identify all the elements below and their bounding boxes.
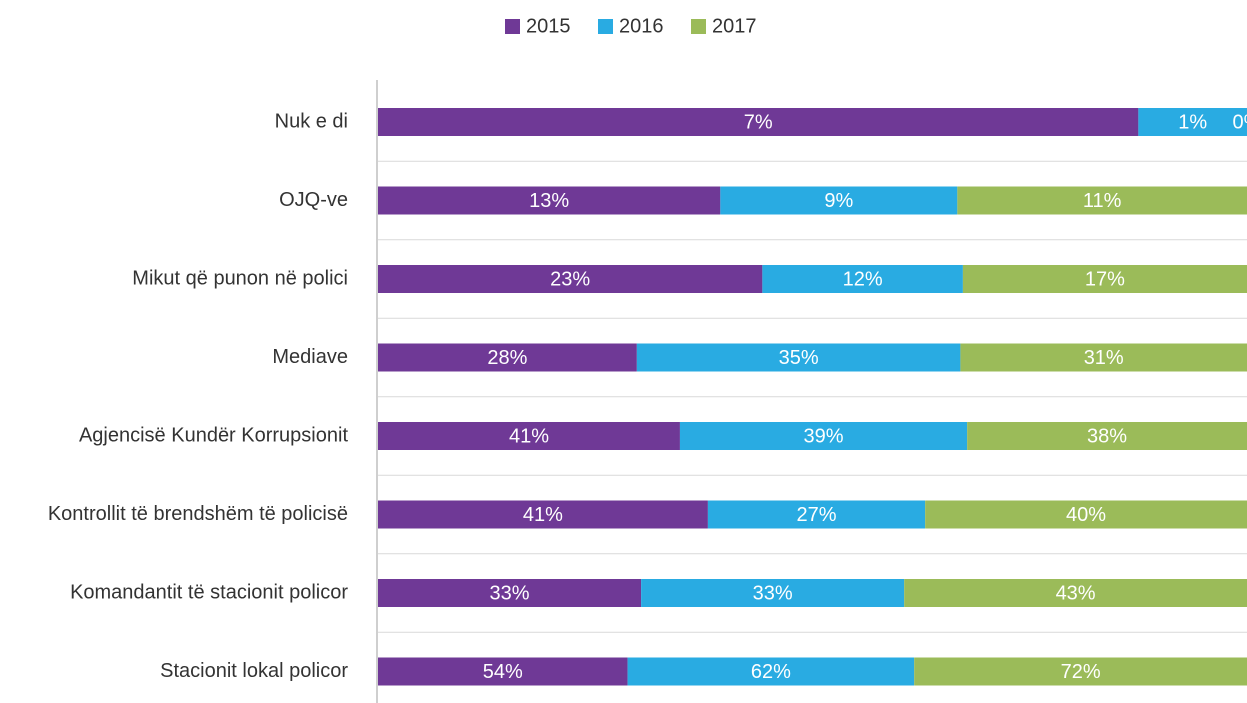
bar-segment	[378, 108, 1139, 136]
data-label: 9%	[824, 190, 853, 212]
bar-segment	[904, 579, 1247, 607]
bar-segment	[957, 186, 1247, 215]
data-label: 17%	[1085, 268, 1125, 290]
data-label: 41%	[509, 425, 549, 447]
bar-segment	[762, 265, 963, 293]
category-label: Komandantit të stacionit policor	[70, 581, 348, 603]
bar-segment	[378, 343, 637, 372]
data-label: 43%	[1056, 582, 1096, 604]
data-label: 12%	[843, 268, 883, 290]
bar-segment	[378, 579, 642, 607]
bar-segment	[679, 422, 968, 450]
bar-segment	[378, 500, 708, 529]
category-label: Nuk e di	[275, 110, 348, 132]
data-label: 35%	[779, 347, 819, 369]
legend-swatch	[598, 19, 613, 34]
bar-segment	[378, 422, 680, 450]
data-label: 31%	[1084, 347, 1124, 369]
data-label: 54%	[483, 661, 523, 683]
bar-segment	[378, 265, 763, 293]
bar-segment	[914, 657, 1247, 686]
data-label: 11%	[1083, 190, 1122, 212]
bar-segment	[627, 657, 915, 686]
bar-segment	[967, 422, 1247, 450]
data-label: 38%	[1087, 425, 1127, 447]
bar-segment	[707, 500, 926, 529]
data-label: 62%	[751, 661, 791, 683]
bar-segment	[925, 500, 1247, 529]
data-label: 72%	[1061, 661, 1101, 683]
legend-label: 2016	[619, 15, 664, 37]
data-label: 23%	[550, 268, 590, 290]
bar-segment	[378, 657, 628, 686]
data-label: 7%	[744, 111, 773, 133]
data-label: 33%	[490, 582, 530, 604]
legend-label: 2017	[712, 15, 757, 37]
bar-segment	[960, 343, 1247, 372]
bar-segment	[636, 343, 961, 372]
category-label: Kontrollit të brendshëm të policisë	[48, 503, 348, 525]
bar-segment	[1138, 108, 1247, 136]
data-label: 27%	[797, 504, 837, 526]
data-label: 41%	[523, 504, 563, 526]
bar-segment	[641, 579, 905, 607]
category-label: Agjencisë Kundër Korrupsionit	[79, 424, 348, 446]
category-label: Mediave	[272, 346, 348, 368]
bar-segment	[720, 186, 958, 215]
data-label: 39%	[804, 425, 844, 447]
bar-segment	[962, 265, 1247, 293]
legend-label: 2015	[526, 15, 571, 37]
data-label: 1%	[1178, 111, 1207, 133]
category-label: Mikut që punon në polici	[132, 267, 348, 289]
data-label: 13%	[529, 190, 569, 212]
legend-swatch	[505, 19, 520, 34]
legend-swatch	[691, 19, 706, 34]
category-label: Stacionit lokal policor	[160, 660, 348, 682]
data-label: 40%	[1066, 504, 1106, 526]
data-label: 28%	[487, 347, 527, 369]
bar-segment	[378, 186, 721, 215]
category-label: OJQ-ve	[279, 189, 348, 211]
data-label: 0%	[1233, 111, 1247, 133]
data-label: 33%	[753, 582, 793, 604]
